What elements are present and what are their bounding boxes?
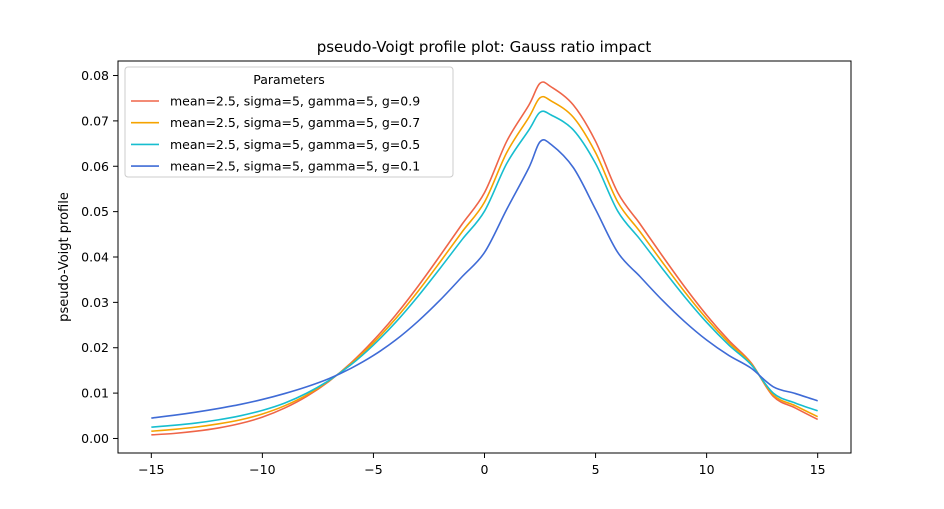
y-axis-label: pseudo-Voigt profile: [57, 192, 72, 322]
x-tick-label: −10: [249, 462, 275, 477]
series-lines: [151, 81, 819, 436]
y-tick-label: 0.01: [81, 386, 109, 401]
series-line-3: [151, 138, 818, 419]
series-line-1: [151, 95, 819, 433]
series-line-2: [151, 110, 818, 428]
x-tick-label: 15: [810, 462, 826, 477]
y-tick-label: 0.04: [81, 250, 109, 265]
y-tick-label: 0.03: [81, 295, 109, 310]
x-tick-label: 5: [592, 462, 600, 477]
y-tick-label: 0.00: [81, 431, 109, 446]
legend-entry: mean=2.5, sigma=5, gamma=5, g=0.1: [170, 159, 420, 174]
series-line-0: [151, 81, 819, 436]
y-tick-label: 0.06: [81, 159, 109, 174]
y-tick-label: 0.07: [81, 113, 109, 128]
y-axis: 0.00 0.01 0.02 0.03 0.04 0.05 0.06 0.07 0.08: [81, 68, 118, 446]
legend-box: [124, 66, 454, 178]
legend-entry: mean=2.5, sigma=5, gamma=5, g=0.7: [170, 115, 420, 130]
x-tick-label: −15: [138, 462, 164, 477]
chart-title: pseudo-Voigt profile plot: Gauss ratio i…: [317, 38, 652, 56]
legend-entry: mean=2.5, sigma=5, gamma=5, g=0.9: [170, 94, 420, 109]
x-tick-label: 10: [699, 462, 715, 477]
x-tick-label: −5: [364, 462, 382, 477]
legend-entry: mean=2.5, sigma=5, gamma=5, g=0.5: [170, 137, 420, 152]
legend: Parameters mean=2.5, sigma=5, gamma=5, g=…: [124, 66, 454, 178]
x-tick-label: 0: [481, 462, 489, 477]
y-tick-label: 0.08: [81, 68, 109, 83]
y-tick-label: 0.02: [81, 340, 109, 355]
y-tick-label: 0.05: [81, 204, 109, 219]
legend-title: Parameters: [253, 72, 325, 87]
x-axis: −15 −10 −5 0 5 10 15: [138, 453, 826, 477]
